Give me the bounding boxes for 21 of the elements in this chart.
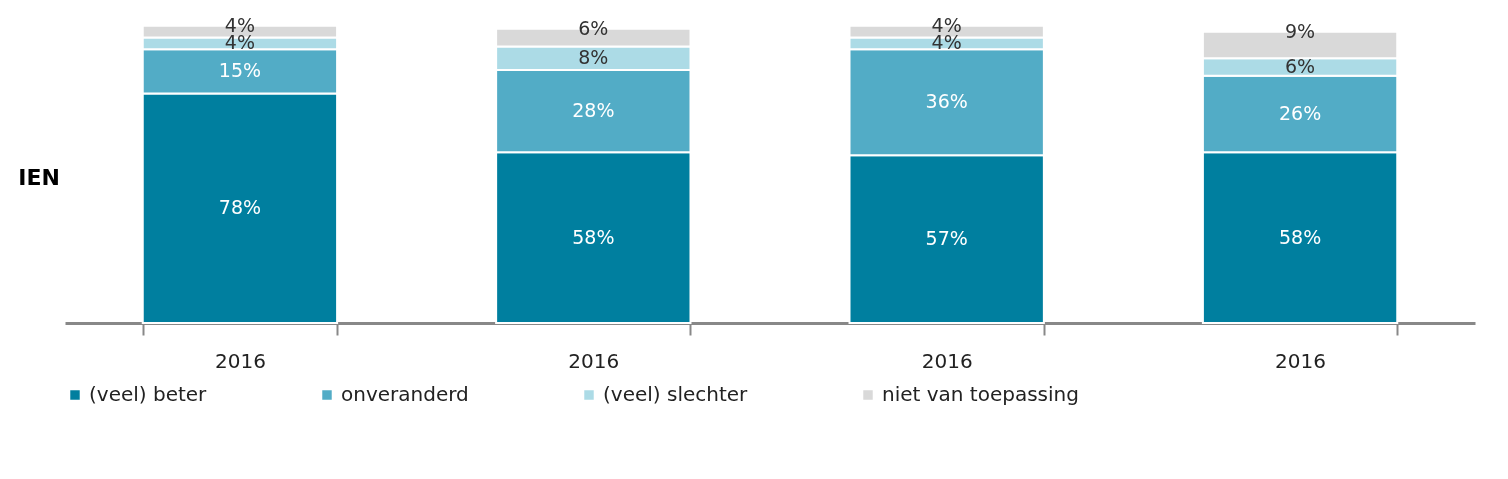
x-tick-label: 2016 xyxy=(1275,348,1327,373)
legend-label: onveranderd xyxy=(341,382,469,406)
data-label: 6% xyxy=(1285,55,1316,78)
legend-label: (veel) slechter xyxy=(603,382,749,406)
data-label: 6% xyxy=(578,16,609,39)
data-label: 36% xyxy=(925,90,968,113)
data-label: 8% xyxy=(578,46,609,69)
data-label: 9% xyxy=(1285,19,1316,42)
data-label: 28% xyxy=(572,99,615,122)
data-label: 15% xyxy=(218,59,262,82)
data-label: 58% xyxy=(572,225,615,248)
x-tick-label: 2016 xyxy=(214,348,266,373)
data-label: 78% xyxy=(218,196,262,219)
data-label: 57% xyxy=(925,227,968,250)
legend-label: niet van toepassing xyxy=(882,382,1079,406)
x-tick-label: 2016 xyxy=(568,348,620,373)
x-tick-label: 2016 xyxy=(921,348,973,373)
data-label: 58% xyxy=(1278,225,1322,248)
data-label: 26% xyxy=(1278,102,1322,125)
legend-label: (veel) beter xyxy=(89,382,208,406)
text: IEN xyxy=(17,164,60,190)
